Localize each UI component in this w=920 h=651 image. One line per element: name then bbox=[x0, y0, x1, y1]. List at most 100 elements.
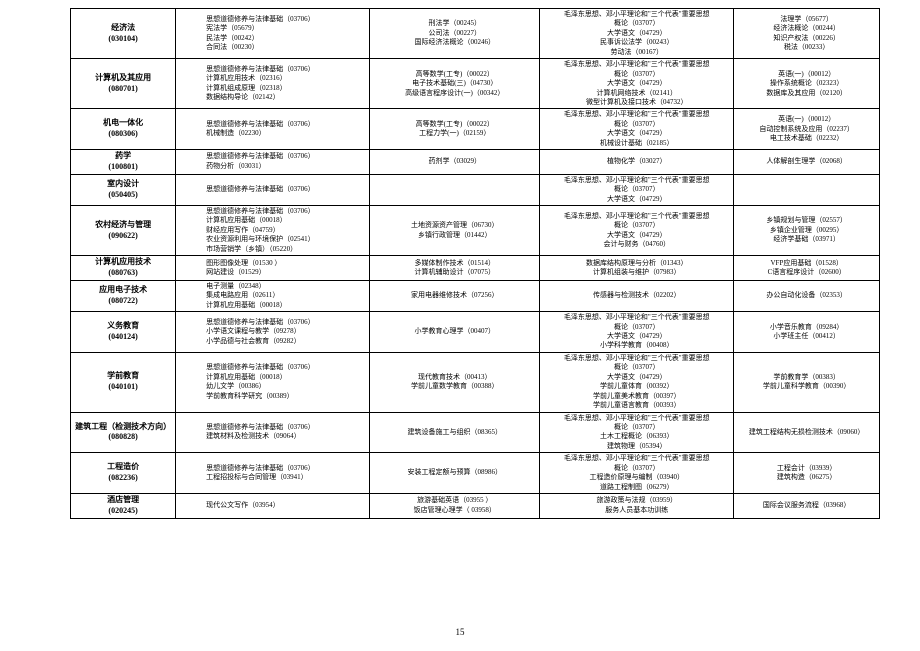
major-name: 应用电子技术 bbox=[74, 285, 172, 296]
course-line: 大学语文（04729） bbox=[543, 373, 730, 382]
course-cell: 建筑设备施工与组织（08365） bbox=[370, 412, 540, 453]
course-line: 毛泽东思想、邓小平理论和"三个代表"重要思想 bbox=[543, 313, 730, 322]
course-cell: 植物化学（03027） bbox=[540, 150, 734, 175]
course-line: 毛泽东思想、邓小平理论和"三个代表"重要思想 bbox=[543, 60, 730, 69]
course-cell: 毛泽东思想、邓小平理论和"三个代表"重要思想概论（03707）土木工程概论（06… bbox=[540, 412, 734, 453]
course-cell: 毛泽东思想、邓小平理论和"三个代表"重要思想概论（03707）大学语文（0472… bbox=[540, 174, 734, 205]
course-line: 毛泽东思想、邓小平理论和"三个代表"重要思想 bbox=[543, 414, 730, 423]
course-cell: 传感器与检测技术（02202） bbox=[540, 280, 734, 311]
course-line: 学前儿童科学教育（00390） bbox=[737, 382, 876, 391]
course-line: 自动控制系统及应用（02237） bbox=[737, 125, 876, 134]
course-cell: 旅游政策与法规（03959）服务人员基本功训练 bbox=[540, 494, 734, 519]
course-cell: 思想道德修养与法律基础（03706）药物分析（03031） bbox=[176, 150, 370, 175]
course-line: 学前教育学（00383） bbox=[737, 373, 876, 382]
course-line: 概论（03707） bbox=[543, 221, 730, 230]
course-line: 药物分析（03031） bbox=[206, 162, 366, 171]
course-line: 小学语文课程与教学（09278） bbox=[206, 327, 366, 336]
course-cell: 法理学（05677）经济法概论（00244）知识产权法（00226）税法（002… bbox=[734, 9, 880, 59]
course-line: 现代公文写作（03954） bbox=[206, 501, 366, 510]
major-cell: 药学(100801) bbox=[71, 150, 176, 175]
course-cell: 图形图像处理（01530 ）网站建设（01529） bbox=[176, 256, 370, 281]
major-cell: 学前教育(040101) bbox=[71, 352, 176, 412]
course-line: 概论（03707） bbox=[543, 70, 730, 79]
course-line: 土地资源资产管理（06730） bbox=[373, 221, 536, 230]
course-line: 概论（03707） bbox=[543, 185, 730, 194]
major-cell: 农村经济与管理(090622) bbox=[71, 206, 176, 256]
course-line: 大学语文（04729） bbox=[543, 332, 730, 341]
course-line: 英语(一)（00012） bbox=[737, 70, 876, 79]
course-cell: 国际会议服务流程（03968） bbox=[734, 494, 880, 519]
major-cell: 酒店管理(020245) bbox=[71, 494, 176, 519]
major-name: 经济法 bbox=[74, 23, 172, 34]
course-cell bbox=[370, 174, 540, 205]
course-line: 思想道德修养与法律基础（03706） bbox=[206, 152, 366, 161]
course-cell: 思想道德修养与法律基础（03706）工程招投标与合同管理（03941） bbox=[176, 453, 370, 494]
course-line: 工程招投标与合同管理（03941） bbox=[206, 473, 366, 482]
course-line: 公司法（00227） bbox=[373, 29, 536, 38]
course-cell: 思想道德修养与法律基础（03706）计算机应用技术（02316）计算机组成原理（… bbox=[176, 59, 370, 109]
course-line: 小学品德与社会教育（09282） bbox=[206, 337, 366, 346]
major-name: 酒店管理 bbox=[74, 495, 172, 506]
course-line: 乡镇行政管理（01442） bbox=[373, 231, 536, 240]
course-cell: 毛泽东思想、邓小平理论和"三个代表"重要思想概论（03707）大学语文（0472… bbox=[540, 59, 734, 109]
course-line: 乡镇企业管理（00295） bbox=[737, 226, 876, 235]
course-line: 集成电路应用（02611） bbox=[206, 291, 366, 300]
course-line: 大学语文（04729） bbox=[543, 129, 730, 138]
course-cell: 人体解剖生理学（02068） bbox=[734, 150, 880, 175]
course-line: 大学语文（04729） bbox=[543, 195, 730, 204]
course-cell: 土地资源资产管理（06730）乡镇行政管理（01442） bbox=[370, 206, 540, 256]
course-line: 数据库结构原理与分析（01343） bbox=[543, 259, 730, 268]
course-line: 学前儿童体育（00392） bbox=[543, 382, 730, 391]
major-cell: 计算机及其应用(080701) bbox=[71, 59, 176, 109]
course-cell: 乡镇规划与管理（02557）乡镇企业管理（00295）经济学基础（03971） bbox=[734, 206, 880, 256]
course-cell: 高等数学(工专)（00022）工程力学(一)（02159） bbox=[370, 109, 540, 150]
course-line: 毛泽东思想、邓小平理论和"三个代表"重要思想 bbox=[543, 110, 730, 119]
course-line: 建筑设备施工与组织（08365） bbox=[373, 428, 536, 437]
course-cell: 英语(一)（00012）操作系统概论（02323）数据库及其应用（02120） bbox=[734, 59, 880, 109]
course-line: 毛泽东思想、邓小平理论和"三个代表"重要思想 bbox=[543, 454, 730, 463]
course-line: 思想道德修养与法律基础（03706） bbox=[206, 464, 366, 473]
course-line: 思想道德修养与法律基础（03706） bbox=[206, 185, 366, 194]
course-cell: 毛泽东思想、邓小平理论和"三个代表"重要思想概论（03707）大学语文（0472… bbox=[540, 9, 734, 59]
major-name: 室内设计 bbox=[74, 179, 172, 190]
course-line: 学前儿童美术教育（00397） bbox=[543, 392, 730, 401]
course-line: 英语(一)（00012） bbox=[737, 115, 876, 124]
course-cell: 小学音乐教育（09284）小学班主任（00412） bbox=[734, 312, 880, 353]
course-line: 建筑物理（05394） bbox=[543, 442, 730, 451]
course-line: 税法（00233） bbox=[737, 43, 876, 52]
course-line: 学前儿童语言教育（00393） bbox=[543, 401, 730, 410]
course-line: 工程会计（03939） bbox=[737, 464, 876, 473]
course-line: 计算机辅助设计（07075） bbox=[373, 268, 536, 277]
course-line: 电工技术基础（02232） bbox=[737, 134, 876, 143]
major-code: (050405) bbox=[74, 190, 172, 201]
course-cell: 药剂学（03029） bbox=[370, 150, 540, 175]
course-line: 现代教育技术（00413） bbox=[373, 373, 536, 382]
course-cell: 思想道德修养与法律基础（03706）小学语文课程与教学（09278）小学品德与社… bbox=[176, 312, 370, 353]
major-code: (080722) bbox=[74, 296, 172, 307]
course-cell: 学前教育学（00383）学前儿童科学教育（00390） bbox=[734, 352, 880, 412]
course-cell: 小学教育心理学（00407） bbox=[370, 312, 540, 353]
course-cell: VFP应用基础（01528）C语言程序设计（02600） bbox=[734, 256, 880, 281]
course-line: 思想道德修养与法律基础（03706） bbox=[206, 318, 366, 327]
course-line: 饭店管理心理学（ 03958） bbox=[373, 506, 536, 515]
course-line: 传感器与检测技术（02202） bbox=[543, 291, 730, 300]
course-line: 经济学基础（03971） bbox=[737, 235, 876, 244]
course-cell: 现代公文写作（03954） bbox=[176, 494, 370, 519]
course-table: 经济法(030104)思想道德修养与法律基础（03706）宪法学（05679）民… bbox=[70, 8, 880, 519]
course-line: 国际会议服务流程（03968） bbox=[737, 501, 876, 510]
course-line: C语言程序设计（02600） bbox=[737, 268, 876, 277]
course-line: VFP应用基础（01528） bbox=[737, 259, 876, 268]
course-line: 计算机应用基础（00018） bbox=[206, 216, 366, 225]
course-line: 电子测量（02348） bbox=[206, 282, 366, 291]
course-cell: 高等数学(工专)（00022）电子技术基础(三)（04730）高级语言程序设计(… bbox=[370, 59, 540, 109]
course-line: 小学音乐教育（09284） bbox=[737, 323, 876, 332]
course-line: 合同法（00230） bbox=[206, 43, 366, 52]
course-line: 大学语文（04729） bbox=[543, 79, 730, 88]
course-cell: 安装工程定额与预算（08986） bbox=[370, 453, 540, 494]
course-line: 思想道德修养与法律基础（03706） bbox=[206, 15, 366, 24]
course-line: 财经应用写作（04759） bbox=[206, 226, 366, 235]
course-line: 思想道德修养与法律基础（03706） bbox=[206, 363, 366, 372]
major-cell: 工程造价(082236) bbox=[71, 453, 176, 494]
course-line: 幼儿文学（00386） bbox=[206, 382, 366, 391]
course-cell: 刑法学（00245）公司法（00227）国际经济法概论（00246） bbox=[370, 9, 540, 59]
